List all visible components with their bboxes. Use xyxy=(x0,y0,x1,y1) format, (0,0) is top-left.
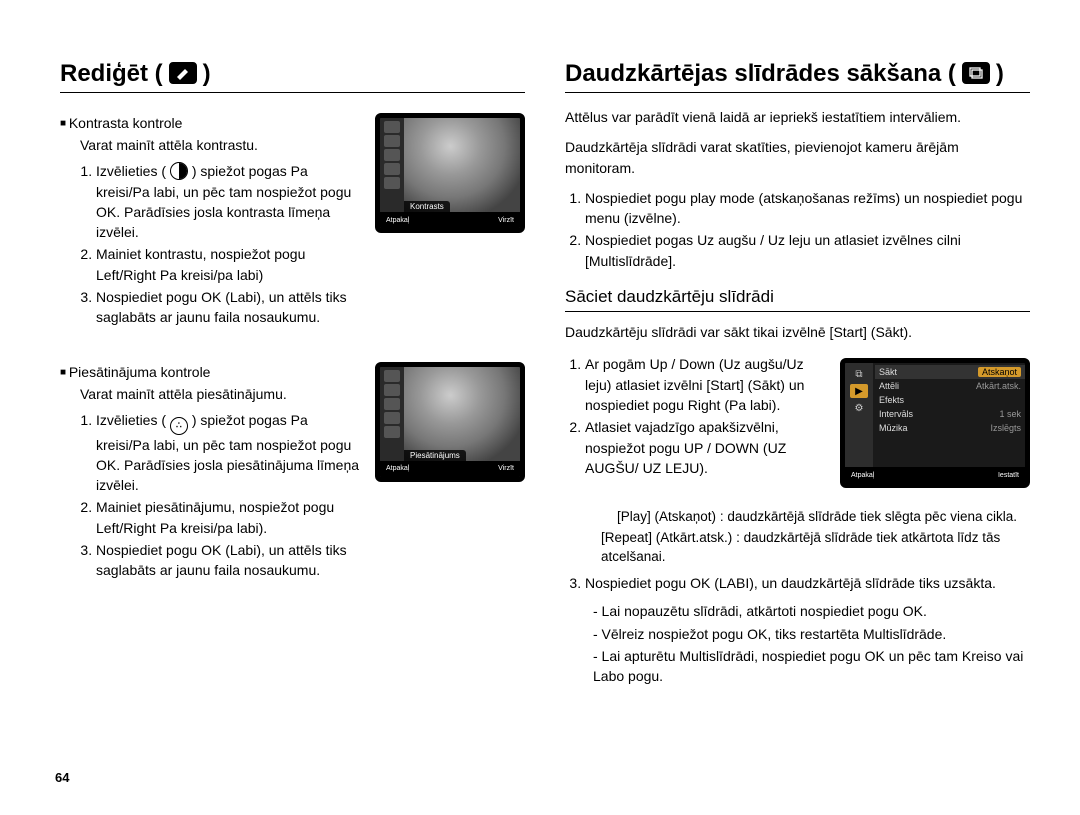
menu-rows: SāktAtskaņotAttēliAtkārt.atsk.EfektsInte… xyxy=(875,365,1025,467)
contrast-block: Kontrasta kontrole Varat mainīt attēla k… xyxy=(60,107,525,336)
saturation-thumb-label: Piesātinājums xyxy=(404,450,466,461)
start-steps: Ar pogām Up / Down (Uz augšu/Uz leju) at… xyxy=(565,354,832,478)
contrast-steps: Izvēlieties ( ) spiežot pogas Pa kreisi/… xyxy=(60,161,365,327)
contrast-thumbnail: Kontrasts Atpakaļ Virzīt xyxy=(375,113,525,233)
saturation-dots-icon: ∴ xyxy=(170,417,188,435)
menu-bottom-right: Iestatīt xyxy=(998,472,1019,479)
edit-icon xyxy=(169,62,197,84)
right-title: Daudzkārtējas slīdrādes sākšana ( ) xyxy=(565,60,1030,93)
bullet-3: - Lai apturētu Multislīdrādi, nospiediet… xyxy=(593,646,1030,687)
right-title-text: Daudzkārtējas slīdrādes sākšana ( xyxy=(565,60,956,88)
contrast-step-2: Mainiet kontrastu, nospiežot pogu Left/R… xyxy=(96,244,365,285)
slideshow-intro2: Daudzkārtēja slīdrādi varat skatīties, p… xyxy=(565,137,1030,178)
contrast-move-label: Virzīt xyxy=(498,217,514,224)
saturation-intro: Varat mainīt attēla piesātinājumu. xyxy=(80,384,365,404)
subsection-intro: Daudzkārtēju slīdrādi var sākt tikai izv… xyxy=(565,322,1030,342)
bullet-2: - Vēlreiz nospiežot pogu OK, tiks restar… xyxy=(593,624,1030,644)
saturation-back-label: Atpakaļ xyxy=(386,465,409,472)
saturation-step-1: Izvēlieties ( ∴ ) spiežot pogas Pa kreis… xyxy=(96,410,365,495)
saturation-heading: Piesātinājuma kontrole xyxy=(60,364,365,380)
saturation-step-3: Nospiediet pogu OK (Labi), un attēls tik… xyxy=(96,540,365,581)
contrast-step-3: Nospiediet pogu OK (Labi), un attēls tik… xyxy=(96,287,365,328)
menu-row: MūzikaIzslēgts xyxy=(875,421,1025,435)
left-title-text: Rediģēt ( xyxy=(60,60,163,88)
bullet-1: - Lai nopauzētu slīdrādi, atkārtoti nosp… xyxy=(593,601,1030,621)
left-title: Rediģēt ( ) xyxy=(60,60,525,93)
slideshow-top-step-1: Nospiediet pogu play mode (atskaņošanas … xyxy=(585,188,1030,229)
menu-row: Intervāls1 sek xyxy=(875,407,1025,421)
contrast-circle-icon xyxy=(170,162,188,180)
menu-row: SāktAtskaņot xyxy=(875,365,1025,379)
slideshow-top-step-2: Nospiediet pogas Uz augšu / Uz leju un a… xyxy=(585,230,1030,271)
start-step-1: Ar pogām Up / Down (Uz augšu/Uz leju) at… xyxy=(585,354,832,415)
contrast-thumb-label: Kontrasts xyxy=(404,201,450,212)
start-step-3: Nospiediet pogu OK (LABI), un daudzkārtē… xyxy=(585,573,1030,593)
page-number: 64 xyxy=(55,770,69,785)
menu-tab-active: ▶ xyxy=(850,384,868,398)
menu-left-icons: ⧉ ▶ ⚙ xyxy=(845,363,873,467)
repeat-note: [Repeat] (Atkārt.atsk.) : daudzkārtējā s… xyxy=(601,529,1030,567)
start-step-2: Atlasiet vajadzīgo apakšizvēlni, nospiež… xyxy=(585,417,832,478)
play-note: [Play] (Atskaņot) : daudzkārtējā slīdrād… xyxy=(617,508,1030,527)
left-title-end: ) xyxy=(203,60,211,88)
saturation-thumbnail: Piesātinājums Atpakaļ Virzīt xyxy=(375,362,525,482)
contrast-back-label: Atpakaļ xyxy=(386,217,409,224)
menu-bottom-left: Atpakaļ xyxy=(851,472,874,479)
left-column: Rediģēt ( ) Kontrasta kontrole Varat mai… xyxy=(60,60,525,785)
saturation-block: Piesātinājuma kontrole Varat mainīt attē… xyxy=(60,356,525,589)
contrast-heading: Kontrasta kontrole xyxy=(60,115,365,131)
slideshow-intro1: Attēlus var parādīt vienā laidā ar iepri… xyxy=(565,107,1030,127)
saturation-steps: Izvēlieties ( ∴ ) spiežot pogas Pa kreis… xyxy=(60,410,365,581)
contrast-step-1: Izvēlieties ( ) spiežot pogas Pa kreisi/… xyxy=(96,161,365,242)
menu-row: AttēliAtkārt.atsk. xyxy=(875,379,1025,393)
menu-screenshot: ⧉ ▶ ⚙ SāktAtskaņotAttēliAtkārt.atsk.Efek… xyxy=(840,358,1030,488)
right-title-end: ) xyxy=(996,60,1004,88)
start-step-3-list: Nospiediet pogu OK (LABI), un daudzkārtē… xyxy=(565,573,1030,593)
slideshow-icon xyxy=(962,62,990,84)
menu-row: Efekts xyxy=(875,393,1025,407)
slideshow-top-steps: Nospiediet pogu play mode (atskaņošanas … xyxy=(565,188,1030,271)
saturation-step-2: Mainiet piesātinājumu, nospiežot pogu Le… xyxy=(96,497,365,538)
right-column: Daudzkārtējas slīdrādes sākšana ( ) Attē… xyxy=(565,60,1030,785)
saturation-move-label: Virzīt xyxy=(498,465,514,472)
subsection-title: Sāciet daudzkārtēju slīdrādi xyxy=(565,287,1030,312)
contrast-intro: Varat mainīt attēla kontrastu. xyxy=(80,135,365,155)
